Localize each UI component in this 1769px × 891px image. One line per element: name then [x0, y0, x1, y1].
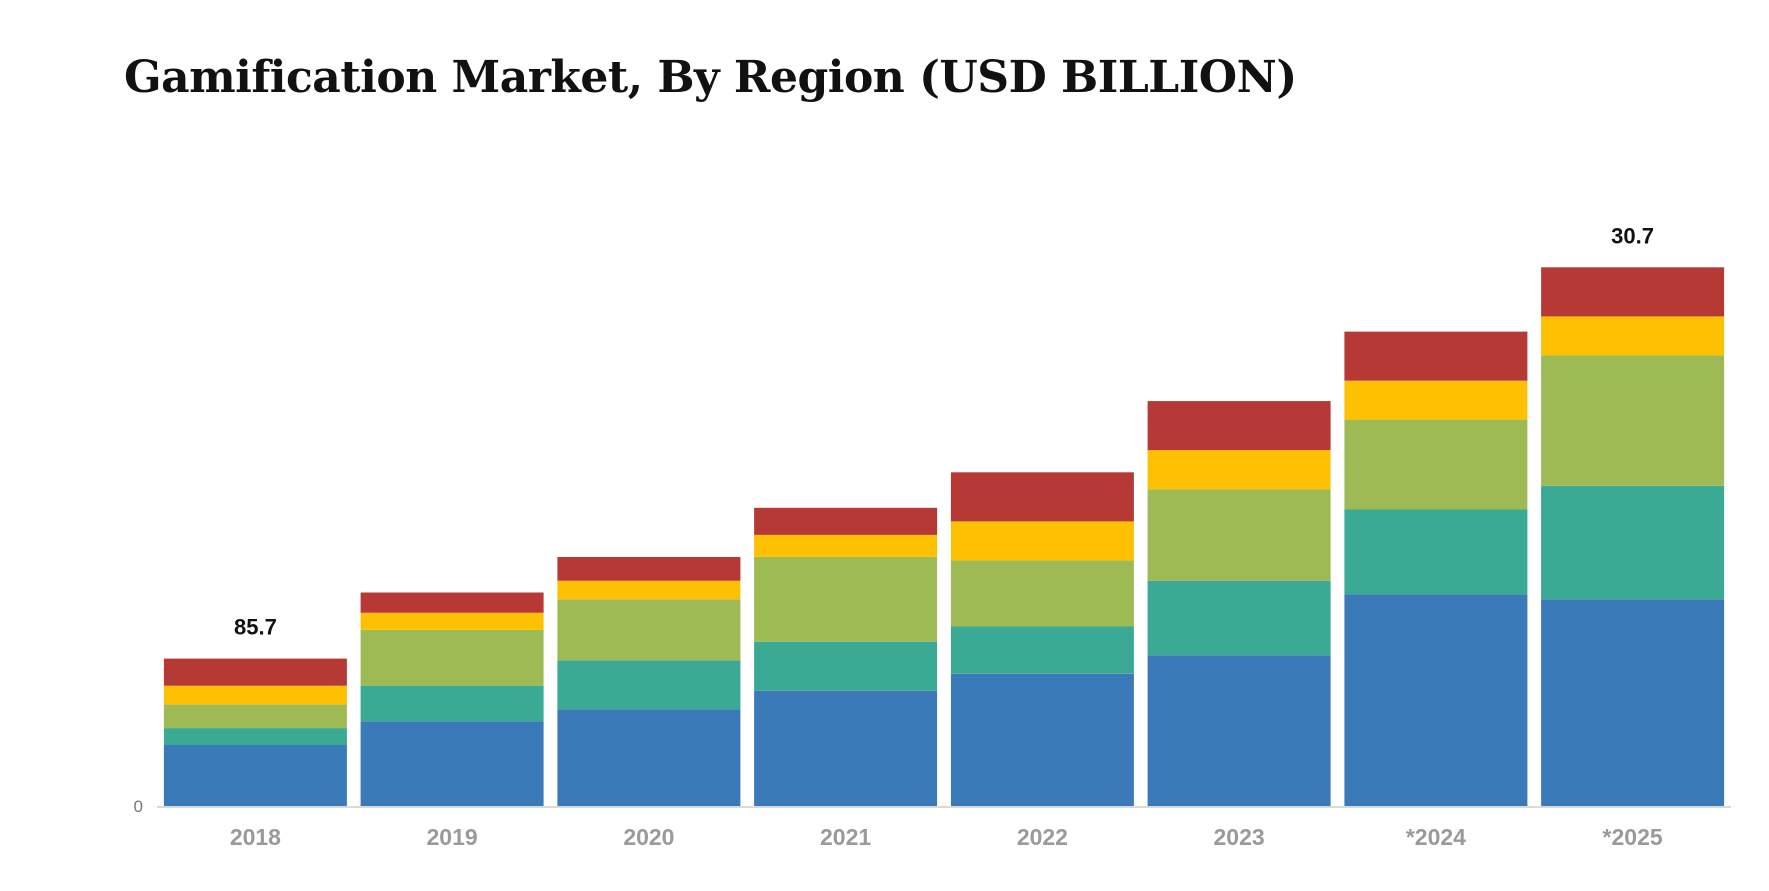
data-label: 85.7 — [234, 615, 277, 640]
x-tick-label: 2021 — [820, 824, 871, 850]
bar-segment-proj-2025-1 — [1541, 599, 1725, 806]
bar-segment-2022-4 — [950, 521, 1134, 561]
labels-layer: 2018 2019 2020 2021 2022 2023 *2024 *2025 0 85.7 3… — [134, 223, 1663, 850]
bar-segment-proj-2024-5 — [1344, 331, 1528, 381]
bar-segment-2023-2 — [1147, 580, 1331, 656]
x-tick-label: 2022 — [1017, 824, 1068, 850]
bar-segment-2019-4 — [360, 612, 544, 630]
bar-segment-2020-4 — [557, 580, 741, 600]
bar-segment-proj-2025-5 — [1541, 267, 1725, 317]
bar-segment-proj-2024-1 — [1344, 594, 1528, 806]
bar-segment-2018-4 — [163, 685, 347, 705]
x-tick-label: 2020 — [623, 824, 674, 850]
bar-segment-proj-2024-4 — [1344, 380, 1528, 420]
bar-segment-2020-2 — [557, 660, 741, 710]
bar-segment-2021-2 — [754, 641, 938, 691]
bar-segment-2022-1 — [950, 673, 1134, 806]
x-tick-label: *2025 — [1603, 824, 1663, 850]
bar-segment-2021-5 — [754, 507, 938, 535]
bar-segment-proj-2025-3 — [1541, 355, 1725, 486]
bars-layer — [163, 267, 1725, 806]
bar-segment-proj-2024-2 — [1344, 509, 1528, 595]
bar-segment-2019-3 — [360, 629, 544, 686]
bar-segment-2020-3 — [557, 599, 741, 661]
x-tick-label: *2024 — [1406, 824, 1466, 850]
bar-segment-2018-5 — [163, 658, 347, 686]
bar-segment-2022-3 — [950, 560, 1134, 627]
data-label: 30.7 — [1611, 223, 1654, 248]
bar-segment-2021-1 — [754, 690, 938, 806]
bar-segment-proj-2025-2 — [1541, 485, 1725, 600]
bar-segment-2022-5 — [950, 472, 1134, 522]
bar-segment-2020-1 — [557, 709, 741, 806]
bar-segment-2020-5 — [557, 557, 741, 581]
bar-segment-proj-2024-3 — [1344, 419, 1528, 510]
bar-segment-2023-3 — [1147, 489, 1331, 581]
x-tick-label: 2023 — [1214, 824, 1265, 850]
chart-title: Gamification Market, By Region (USD BILL… — [124, 52, 1297, 103]
bar-segment-2021-3 — [754, 557, 938, 642]
bar-segment-2019-1 — [360, 721, 544, 806]
bar-segment-2023-1 — [1147, 655, 1331, 806]
bar-segment-2023-4 — [1147, 450, 1331, 490]
bar-segment-2018-3 — [163, 704, 347, 729]
bar-segment-2018-2 — [163, 728, 347, 745]
x-tick-label: 2019 — [427, 824, 478, 850]
bar-segment-2022-2 — [950, 626, 1134, 674]
bar-segment-proj-2025-4 — [1541, 316, 1725, 356]
bar-segment-2021-4 — [754, 534, 938, 557]
bar-segment-2023-5 — [1147, 401, 1331, 451]
x-tick-label: 2018 — [230, 824, 281, 850]
y-tick-label: 0 — [134, 797, 143, 816]
bar-segment-2019-2 — [360, 685, 544, 722]
bar-segment-2018-1 — [163, 745, 347, 806]
bar-segment-2019-5 — [360, 592, 544, 613]
